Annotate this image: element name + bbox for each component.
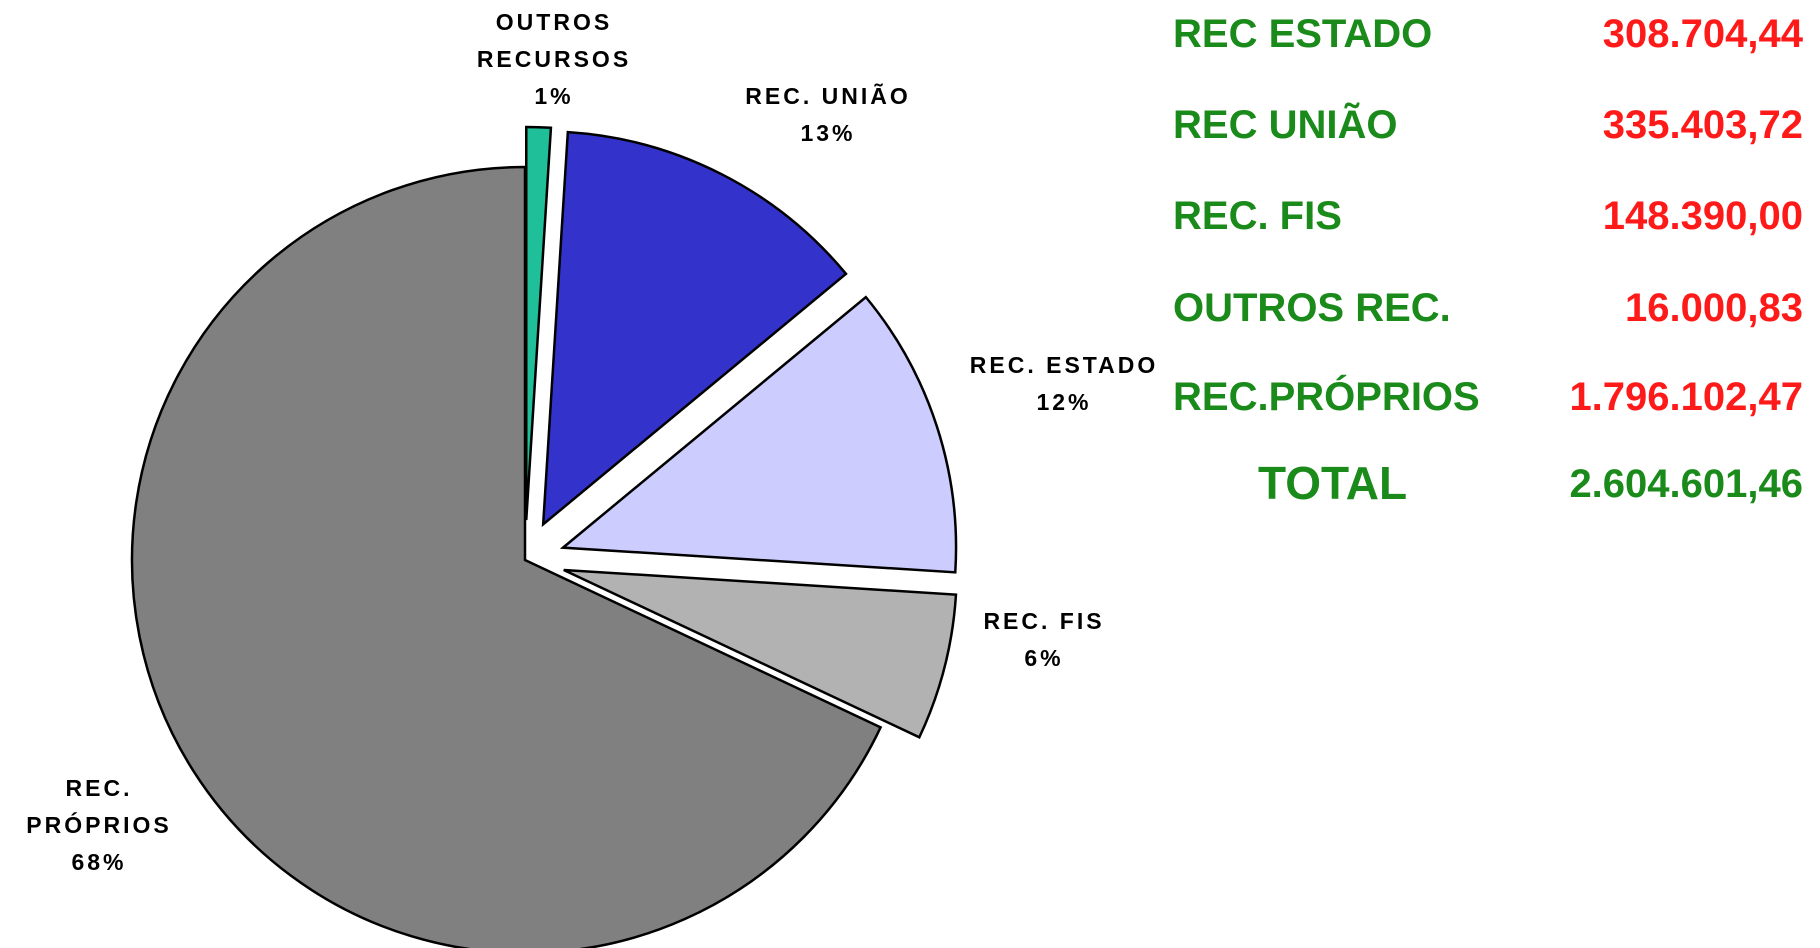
slice-percent: 13% xyxy=(800,120,856,146)
row-value: 308.704,44 xyxy=(1602,12,1803,56)
slice-label: REC. ESTADO 12% xyxy=(970,347,1158,421)
slice-label: REC. PRÓPRIOS 68% xyxy=(4,770,194,881)
row-label: REC.PRÓPRIOS xyxy=(1173,375,1480,419)
row-label: REC. FIS xyxy=(1173,194,1342,238)
row-value: 16.000,83 xyxy=(1625,286,1803,330)
slice-name: REC. FIS xyxy=(983,608,1105,634)
row-value: 335.403,72 xyxy=(1602,103,1803,147)
slice-label: REC. FIS 6% xyxy=(983,603,1104,677)
pie-slice xyxy=(541,130,848,528)
table-row: REC ESTADO 308.704,44 xyxy=(1173,12,1803,62)
pie-slice xyxy=(130,165,883,948)
slice-label: REC. UNIÃO 13% xyxy=(745,78,910,152)
table-row: REC UNIÃO 335.403,72 xyxy=(1173,103,1803,153)
slice-percent: 68% xyxy=(71,849,127,875)
row-label: REC UNIÃO xyxy=(1173,103,1398,147)
pie-slice xyxy=(559,295,958,574)
row-value: 148.390,00 xyxy=(1602,194,1803,238)
slice-label: OUTROS RECURSOS 1% xyxy=(459,4,649,115)
pie-slice xyxy=(525,125,553,521)
slice-name: REC. ESTADO xyxy=(969,352,1159,378)
table-row: REC.PRÓPRIOS 1.796.102,47 xyxy=(1173,375,1803,425)
pie-slice xyxy=(563,568,958,739)
slice-name: REC. UNIÃO xyxy=(745,83,911,109)
slice-name: REC. PRÓPRIOS xyxy=(26,775,172,838)
total-label: TOTAL xyxy=(1258,457,1408,509)
slice-name: OUTROS RECURSOS xyxy=(476,9,632,72)
slice-percent: 6% xyxy=(1024,645,1064,671)
total-value: 2.604.601,46 xyxy=(1569,462,1803,506)
row-label: REC ESTADO xyxy=(1173,12,1433,56)
table-row: REC. FIS 148.390,00 xyxy=(1173,194,1803,244)
row-label: OUTROS REC. xyxy=(1173,286,1451,330)
row-value: 1.796.102,47 xyxy=(1569,375,1803,419)
total-row: TOTAL 2.604.601,46 xyxy=(1173,456,1803,509)
slice-percent: 1% xyxy=(534,83,574,109)
slice-percent: 12% xyxy=(1036,389,1092,415)
table-row: OUTROS REC. 16.000,83 xyxy=(1173,286,1803,336)
